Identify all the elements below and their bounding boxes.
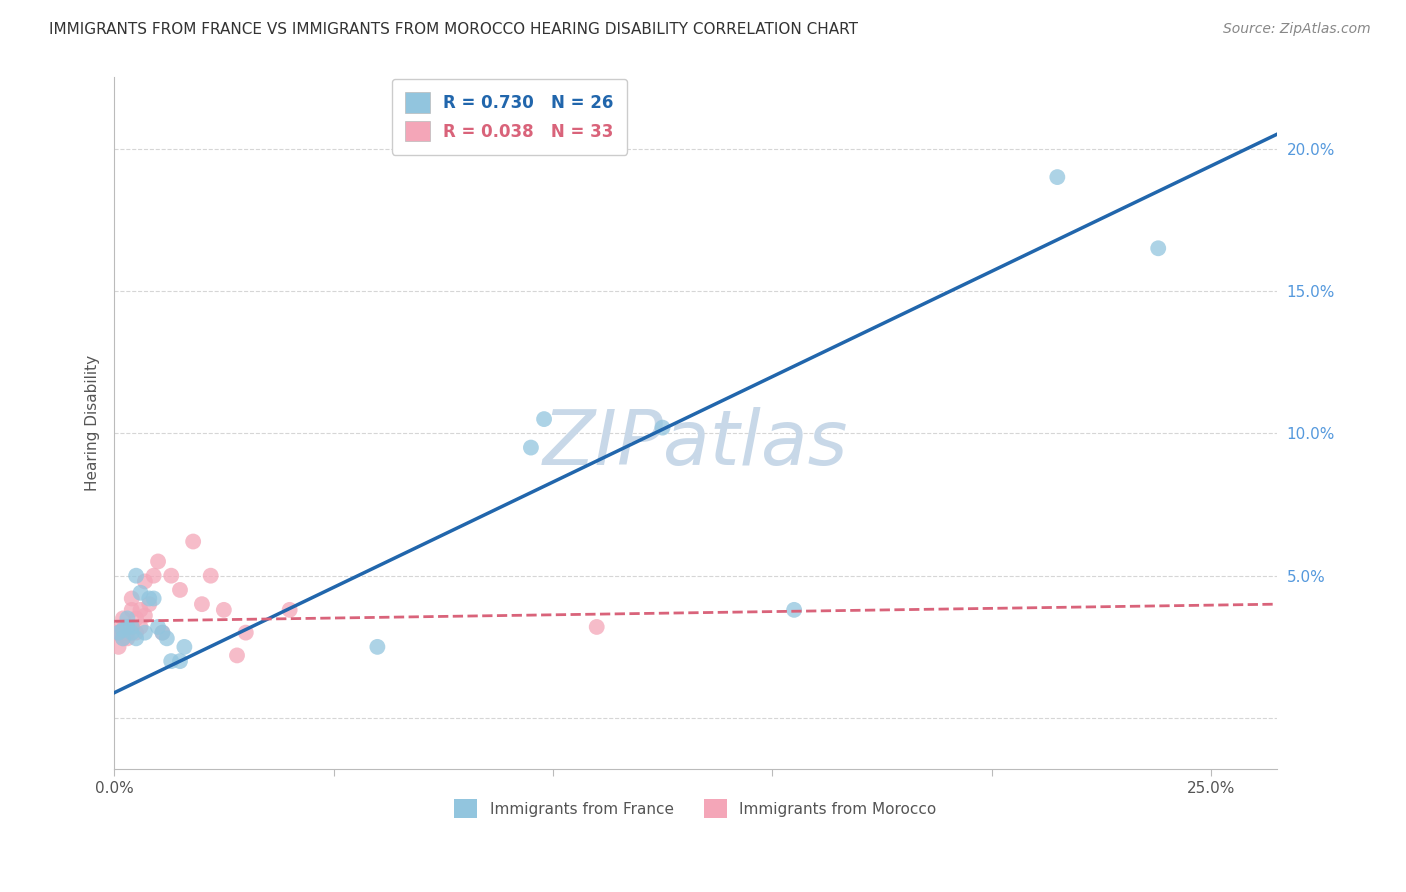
Point — [107, 625, 129, 640]
Legend: Immigrants from France, Immigrants from Morocco: Immigrants from France, Immigrants from … — [449, 793, 942, 824]
Point — [152, 625, 174, 640]
Text: Source: ZipAtlas.com: Source: ZipAtlas.com — [1223, 22, 1371, 37]
Point — [117, 611, 139, 625]
Point — [134, 608, 156, 623]
Point — [181, 534, 204, 549]
Point — [121, 620, 143, 634]
Point — [160, 568, 183, 582]
Point — [129, 586, 152, 600]
Y-axis label: Hearing Disability: Hearing Disability — [86, 355, 100, 491]
Point — [125, 632, 148, 646]
Point — [152, 625, 174, 640]
Point — [107, 623, 129, 637]
Point — [121, 620, 143, 634]
Point — [117, 632, 139, 646]
Point — [585, 620, 607, 634]
Point — [125, 611, 148, 625]
Point — [107, 640, 129, 654]
Point — [103, 625, 125, 640]
Point — [129, 603, 152, 617]
Point — [235, 625, 257, 640]
Point — [191, 597, 214, 611]
Point — [146, 620, 169, 634]
Point — [651, 420, 673, 434]
Point — [138, 597, 160, 611]
Text: IMMIGRANTS FROM FRANCE VS IMMIGRANTS FROM MOROCCO HEARING DISABILITY CORRELATION: IMMIGRANTS FROM FRANCE VS IMMIGRANTS FRO… — [49, 22, 858, 37]
Point — [173, 640, 195, 654]
Point — [160, 654, 183, 668]
Point — [117, 620, 139, 634]
Point — [129, 620, 152, 634]
Point — [169, 582, 191, 597]
Point — [366, 640, 388, 654]
Point — [226, 648, 249, 663]
Point — [156, 632, 179, 646]
Point — [125, 625, 148, 640]
Point — [111, 623, 134, 637]
Text: ZIPatlas: ZIPatlas — [543, 407, 848, 481]
Point — [169, 654, 191, 668]
Point — [520, 441, 543, 455]
Point — [1046, 170, 1069, 185]
Point — [121, 603, 143, 617]
Point — [117, 620, 139, 634]
Point — [125, 568, 148, 582]
Point — [111, 611, 134, 625]
Point — [134, 574, 156, 589]
Point — [138, 591, 160, 606]
Point — [117, 625, 139, 640]
Point — [121, 625, 143, 640]
Point — [278, 603, 301, 617]
Point — [121, 591, 143, 606]
Point — [146, 554, 169, 568]
Point — [533, 412, 555, 426]
Point — [1147, 241, 1170, 255]
Point — [134, 625, 156, 640]
Point — [212, 603, 235, 617]
Point — [107, 625, 129, 640]
Point — [111, 625, 134, 640]
Point — [142, 591, 165, 606]
Point — [783, 603, 806, 617]
Point — [200, 568, 222, 582]
Point — [111, 632, 134, 646]
Point — [142, 568, 165, 582]
Point — [111, 632, 134, 646]
